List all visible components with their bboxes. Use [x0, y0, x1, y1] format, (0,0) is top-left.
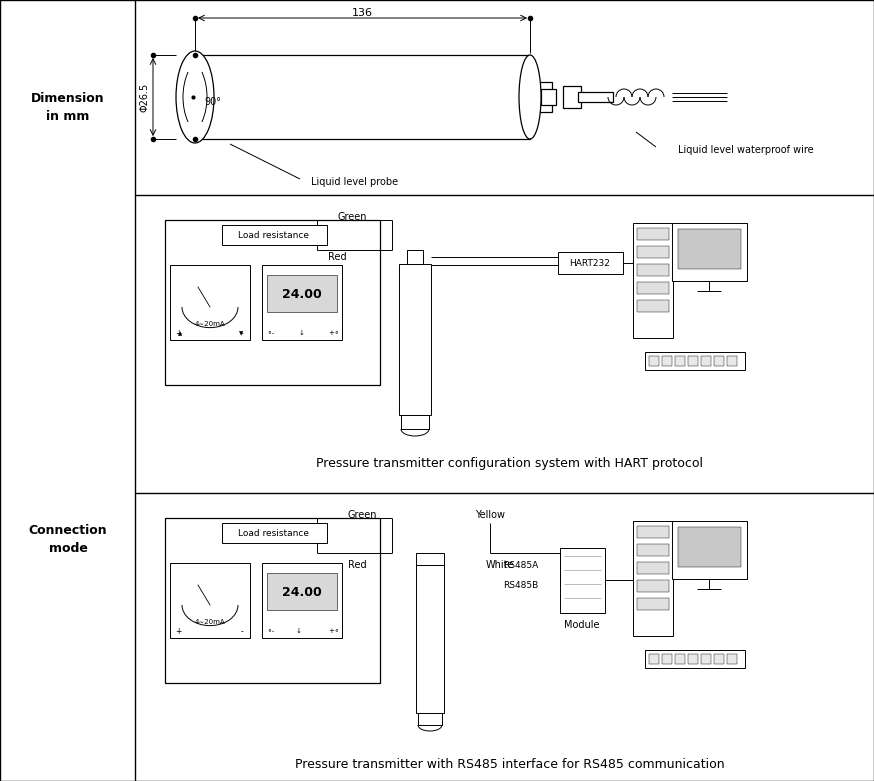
- Bar: [645, 650, 745, 668]
- Bar: [714, 356, 724, 366]
- Bar: [407, 250, 423, 264]
- Bar: [541, 89, 556, 105]
- Bar: [418, 713, 442, 725]
- Bar: [560, 548, 605, 613]
- Text: 90°: 90°: [205, 97, 221, 107]
- Bar: [672, 521, 747, 579]
- Text: +: +: [175, 330, 181, 338]
- Bar: [637, 246, 669, 258]
- Bar: [637, 580, 669, 592]
- Text: +⚬: +⚬: [328, 330, 340, 336]
- Text: HART232: HART232: [570, 259, 610, 268]
- Text: Dimension: Dimension: [31, 91, 105, 105]
- Bar: [649, 654, 659, 664]
- Text: -: -: [240, 627, 243, 637]
- Bar: [727, 356, 737, 366]
- Bar: [675, 356, 685, 366]
- Text: ⚬-: ⚬-: [266, 628, 274, 634]
- Bar: [262, 265, 342, 340]
- Bar: [662, 654, 672, 664]
- Bar: [637, 300, 669, 312]
- Bar: [170, 265, 250, 340]
- Bar: [165, 518, 380, 683]
- Bar: [633, 223, 673, 338]
- Bar: [637, 228, 669, 240]
- Bar: [688, 654, 698, 664]
- Text: Green: Green: [347, 510, 377, 520]
- Text: ▼: ▼: [239, 331, 243, 337]
- Text: +: +: [175, 627, 181, 637]
- Text: Green: Green: [337, 212, 367, 222]
- Text: 24.00: 24.00: [282, 586, 322, 598]
- Text: Module: Module: [565, 620, 600, 630]
- Bar: [637, 562, 669, 574]
- Bar: [649, 356, 659, 366]
- Ellipse shape: [519, 55, 541, 139]
- Bar: [267, 275, 337, 312]
- Text: Red: Red: [328, 252, 346, 262]
- Bar: [678, 527, 741, 567]
- Bar: [399, 264, 431, 415]
- Bar: [637, 526, 669, 538]
- Text: Φ26.5: Φ26.5: [140, 82, 150, 112]
- Text: RS485B: RS485B: [503, 582, 538, 590]
- Text: Liquid level waterproof wire: Liquid level waterproof wire: [678, 145, 814, 155]
- Bar: [662, 356, 672, 366]
- Text: ⚬-: ⚬-: [266, 330, 274, 336]
- Bar: [701, 654, 711, 664]
- Ellipse shape: [176, 51, 214, 143]
- Bar: [195, 55, 530, 139]
- Bar: [558, 252, 623, 274]
- Bar: [222, 523, 327, 543]
- Bar: [637, 544, 669, 556]
- Bar: [714, 654, 724, 664]
- Bar: [170, 563, 250, 638]
- Bar: [401, 415, 429, 429]
- Text: ↓: ↓: [299, 330, 305, 336]
- Bar: [416, 565, 444, 713]
- Bar: [637, 282, 669, 294]
- Bar: [530, 82, 552, 112]
- Text: in mm: in mm: [46, 109, 90, 123]
- Text: RS485A: RS485A: [503, 562, 538, 570]
- Text: 136: 136: [352, 8, 373, 18]
- Bar: [262, 563, 342, 638]
- Text: Yellow: Yellow: [475, 510, 505, 520]
- Text: ▲: ▲: [178, 331, 182, 337]
- Text: Red: Red: [348, 560, 366, 570]
- Bar: [416, 553, 444, 565]
- Text: Load resistance: Load resistance: [239, 230, 309, 240]
- Bar: [672, 223, 747, 281]
- Text: White: White: [486, 560, 514, 570]
- Text: Connection: Connection: [29, 523, 108, 537]
- Text: ↓: ↓: [296, 628, 302, 634]
- Bar: [645, 352, 745, 370]
- Text: +⚬: +⚬: [328, 628, 340, 634]
- Bar: [688, 356, 698, 366]
- Bar: [637, 264, 669, 276]
- Text: mode: mode: [49, 541, 87, 555]
- Bar: [267, 573, 337, 610]
- Bar: [678, 229, 741, 269]
- Text: Load resistance: Load resistance: [239, 529, 309, 537]
- Bar: [701, 356, 711, 366]
- Text: 4∼20mA: 4∼20mA: [195, 619, 225, 625]
- Bar: [727, 654, 737, 664]
- Text: 24.00: 24.00: [282, 287, 322, 301]
- Text: Liquid level probe: Liquid level probe: [311, 177, 399, 187]
- Bar: [165, 220, 380, 385]
- Text: -: -: [240, 330, 243, 338]
- Text: Pressure transmitter with RS485 interface for RS485 communication: Pressure transmitter with RS485 interfac…: [295, 758, 725, 772]
- Bar: [222, 225, 327, 245]
- Bar: [633, 521, 673, 636]
- Bar: [637, 598, 669, 610]
- Bar: [578, 92, 613, 102]
- Text: 4∼20mA: 4∼20mA: [195, 321, 225, 327]
- Bar: [563, 86, 581, 108]
- Text: Pressure transmitter configuration system with HART protocol: Pressure transmitter configuration syste…: [316, 457, 704, 469]
- Bar: [675, 654, 685, 664]
